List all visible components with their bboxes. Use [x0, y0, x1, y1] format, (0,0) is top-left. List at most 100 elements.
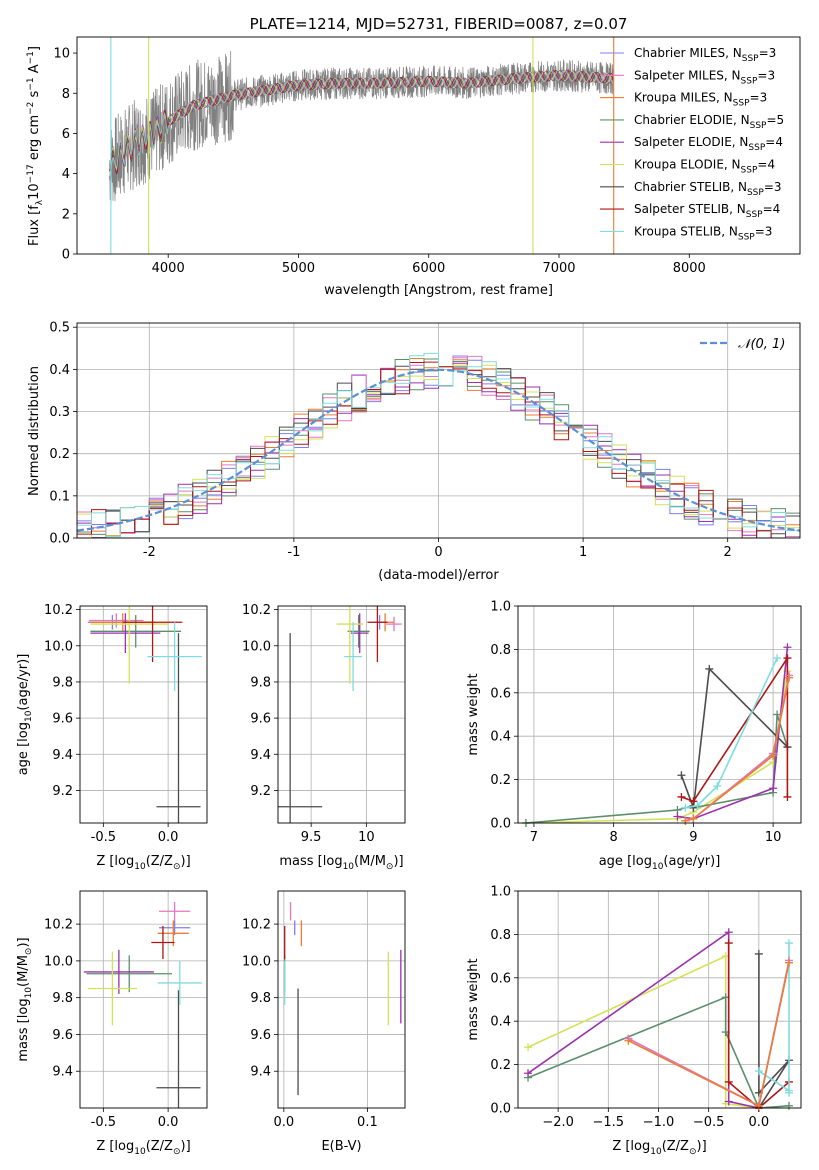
- weight-point-Salpeter_STELIB: [724, 1077, 733, 1086]
- weight-point-Kroupa_MILES: [681, 816, 690, 825]
- spectrum-ylabel-part: −2: [26, 102, 36, 115]
- weight-point-Salpeter_ELODIE: [673, 812, 682, 821]
- normal-curve-line: [77, 368, 800, 532]
- y-tick-label: 0.8: [490, 643, 511, 658]
- massweight_vs_Z-xlabel-part: ⊙: [689, 1147, 697, 1157]
- axes-massweight_vs_age: 7 8 9 10 0.0 0.2 0.4 0.6 0.8 1.0: [490, 600, 801, 845]
- weight-line-Salpeter_STELIB: [681, 655, 789, 803]
- legend-label-Chabrier_STELIB-part: SSP: [747, 188, 764, 198]
- weight-point-Salpeter_ELODIE: [724, 928, 733, 937]
- y-tick-label: 9.8: [52, 991, 73, 1006]
- weight-line-Chabrier_ELODIE: [525, 714, 789, 824]
- mass_vs_Z-ylabel-part: 10: [24, 987, 34, 999]
- x-tick-label: 0: [434, 545, 442, 560]
- mass_vs_Z-xlabel-part: Z [log: [96, 1139, 134, 1154]
- spectrum-ylabel-part: λ: [35, 199, 45, 205]
- spectrum-ylabel-part: erg cm: [27, 115, 42, 164]
- y-tick-label: 10.0: [44, 639, 73, 654]
- y-tick-label: 9.4: [250, 748, 271, 763]
- y-tick-label: 10.2: [44, 603, 73, 618]
- axes-frame: [79, 890, 208, 1109]
- x-tick-label: 9: [689, 830, 697, 845]
- legend-label-Chabrier_STELIB-part: =3: [764, 180, 782, 194]
- axes-frame: [517, 605, 802, 824]
- y-tick-label: 9.4: [52, 1065, 73, 1080]
- massweight_vs_Z-xlabel-part: )]: [697, 1139, 707, 1154]
- axes-massweight_vs_Z: −2.0 −1.5 −1.0 −0.5 0.0 0.0 0.2 0.4 0.6 0.8 1.0: [490, 885, 801, 1130]
- y-tick-label: 8: [62, 87, 70, 102]
- legend-normal-label: 𝒩(0, 1): [738, 337, 785, 352]
- legend-label-Salpeter_MILES-part: Salpeter MILES, N: [634, 68, 741, 82]
- age_vs_Z-plot: [87, 606, 202, 823]
- y-tick-label: 9.4: [250, 1065, 271, 1080]
- y-tick-label: 9.8: [250, 991, 271, 1006]
- hist-plot: [77, 352, 800, 538]
- weight-point-Kroupa_MILES: [754, 1101, 763, 1110]
- weight-point-Kroupa_STELIB: [693, 801, 702, 810]
- massweight_vs_Z-xlabel-part: Z [log: [612, 1139, 650, 1154]
- x-tick-label: 10: [358, 830, 375, 845]
- weight-line-Kroupa_STELIB: [758, 943, 790, 1093]
- weight-line-Salpeter_STELIB: [727, 943, 790, 1110]
- y-tick-label: 0.4: [490, 1015, 511, 1030]
- hist-xlabel: (data-model)/error: [378, 568, 499, 583]
- legend-label-Chabrier_ELODIE-part: =5: [766, 113, 784, 127]
- x-tick-label: −1.5: [593, 1115, 625, 1130]
- model-Kroupa_STELIB-line: [109, 70, 614, 176]
- y-tick-label: 0.6: [490, 686, 511, 701]
- y-tick-label: 10.0: [242, 639, 271, 654]
- legend-label-Salpeter_ELODIE-part: SSP: [748, 143, 765, 153]
- massweight_vs_Z-ylabel: mass weight: [466, 958, 481, 1040]
- legend-label-Chabrier_MILES-part: SSP: [742, 54, 759, 64]
- age_vs_mass-xlabel-part: )]: [393, 854, 403, 869]
- weight-line-Chabrier_STELIB: [758, 953, 790, 1109]
- axes-age_vs_mass: 9.5 10 9.2 9.4 9.6 9.8 10.0 10.2: [242, 603, 405, 845]
- model-Chabrier_ELODIE-line: [109, 69, 615, 181]
- model-Salpeter_ELODIE-line: [109, 69, 615, 180]
- x-tick-label: 0.0: [158, 1115, 179, 1130]
- weight-point-Kroupa_STELIB: [784, 939, 793, 948]
- legend-label-Salpeter_STELIB-part: SSP: [746, 210, 763, 220]
- y-tick-label: 0.2: [49, 447, 70, 462]
- y-tick-label: 2: [62, 207, 70, 222]
- weight-point-Kroupa_MILES: [689, 814, 698, 823]
- age_vs_mass-xlabel: mass [log10(M/M⊙)]: [279, 854, 403, 872]
- mass_vs_ebv-xlabel: E(B-V): [321, 1139, 361, 1154]
- y-tick-label: 10.2: [242, 603, 271, 618]
- legend-label-Kroupa_STELIB-part: =3: [755, 224, 773, 238]
- axes-mass_vs_ebv: 0.0 0.1 9.4 9.6 9.8 10.0 10.2: [242, 891, 405, 1130]
- massweight_vs_age-plot: [521, 643, 794, 827]
- age_vs_Z-xlabel: Z [log10(Z/Z⊙)]: [96, 854, 190, 872]
- weight-point-Chabrier_STELIB: [705, 664, 714, 673]
- y-tick-label: 0.6: [490, 971, 511, 986]
- x-tick-label: −1.0: [643, 1115, 675, 1130]
- spectrum-plot: [109, 37, 615, 254]
- y-tick-label: 10: [53, 47, 70, 62]
- spectrum-ylabel-part: ]: [27, 46, 42, 51]
- massweight_vs_age-ylabel: mass weight: [466, 673, 481, 755]
- age_vs_Z-xlabel-part: ⊙: [173, 862, 181, 872]
- legend-label-Kroupa_MILES-part: Kroupa MILES, N: [634, 91, 733, 105]
- hist-Salpeter_ELODIE-step: [77, 362, 800, 538]
- x-tick-label: -0.5: [91, 1115, 116, 1130]
- x-tick-label: 0.1: [357, 1115, 378, 1130]
- legend-label-Salpeter_ELODIE-part: =4: [765, 135, 783, 149]
- massweight_vs_age-xlabel-part: (age/yr)]: [663, 854, 720, 869]
- legend-label-Chabrier_MILES-part: Chabrier MILES, N: [634, 46, 742, 60]
- legend-label-Kroupa_MILES: Kroupa MILES, NSSP=3: [634, 91, 767, 109]
- legend-label-Kroupa_ELODIE: Kroupa ELODIE, NSSP=4: [634, 158, 775, 176]
- mass_vs_Z-xlabel-part: )]: [181, 1139, 191, 1154]
- x-tick-label: 7: [530, 830, 538, 845]
- model-Salpeter_STELIB-line: [109, 70, 615, 175]
- y-tick-label: 9.6: [52, 712, 73, 727]
- hist-ylabel: Normed distribution: [27, 366, 42, 496]
- legend-label-Salpeter_MILES-part: =3: [757, 68, 775, 82]
- mass_vs_Z-xlabel: Z [log10(Z/Z⊙)]: [96, 1139, 190, 1157]
- spectrum-xlabel: wavelength [Angstrom, rest frame]: [324, 283, 553, 298]
- spectrum-ylabel-part: 10: [27, 183, 42, 200]
- age_vs_Z-xlabel-part: 10: [134, 862, 146, 872]
- x-tick-label: 1: [579, 545, 587, 560]
- legend-label-Kroupa_ELODIE-part: =4: [757, 158, 775, 172]
- y-tick-label: 0.4: [49, 363, 70, 378]
- legend-label-Chabrier_ELODIE: Chabrier ELODIE, NSSP=5: [634, 113, 784, 131]
